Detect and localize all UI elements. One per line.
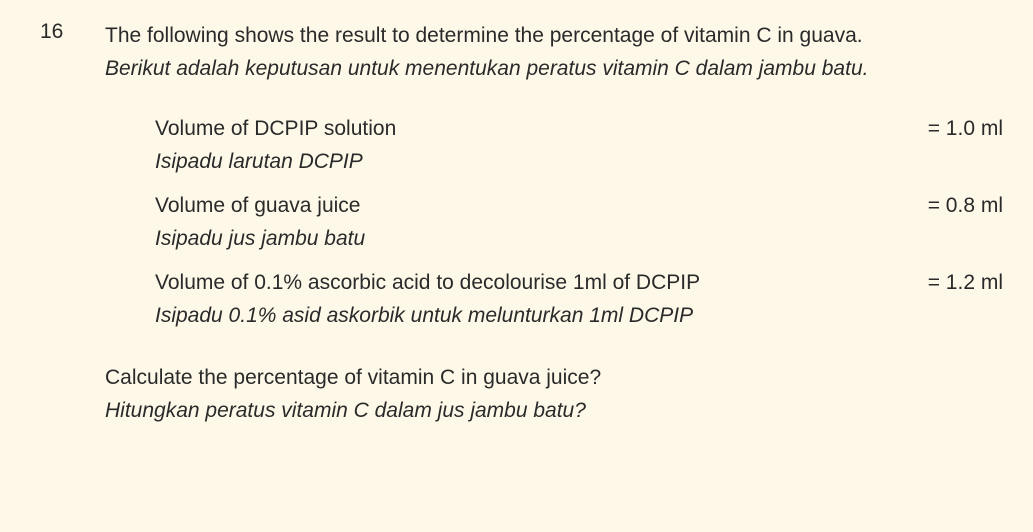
calculate-english: Calculate the percentage of vitamin C in… [105, 362, 1003, 395]
data-value: = 1.0 ml [908, 113, 1003, 146]
data-row: Volume of guava juice = 0.8 ml [155, 190, 1003, 223]
data-label-ms: Isipadu 0.1% asid askorbik untuk meluntu… [155, 300, 1003, 333]
calculate-block: Calculate the percentage of vitamin C in… [105, 362, 1003, 427]
data-label-en: Volume of DCPIP solution [155, 113, 396, 145]
data-row: Volume of 0.1% ascorbic acid to decolour… [155, 267, 1003, 300]
prompt-english: The following shows the result to determ… [105, 20, 1003, 53]
prompt-malay: Berikut adalah keputusan untuk menentuka… [105, 53, 1003, 86]
data-label-ms: Isipadu larutan DCPIP [155, 146, 1003, 179]
question-header: 16 The following shows the result to det… [30, 20, 1003, 427]
question-number: 16 [30, 20, 105, 44]
data-label-en: Volume of guava juice [155, 190, 360, 222]
data-value: = 1.2 ml [908, 267, 1003, 300]
data-label-en: Volume of 0.1% ascorbic acid to decolour… [155, 267, 700, 299]
question-body: The following shows the result to determ… [105, 20, 1003, 427]
data-label-ms: Isipadu jus jambu batu [155, 223, 1003, 256]
exam-question: 16 The following shows the result to det… [0, 0, 1033, 447]
calculate-malay: Hitungkan peratus vitamin C dalam jus ja… [105, 395, 1003, 428]
data-value: = 0.8 ml [908, 190, 1003, 223]
data-block: Volume of DCPIP solution = 1.0 ml Isipad… [155, 113, 1003, 332]
data-row: Volume of DCPIP solution = 1.0 ml [155, 113, 1003, 146]
